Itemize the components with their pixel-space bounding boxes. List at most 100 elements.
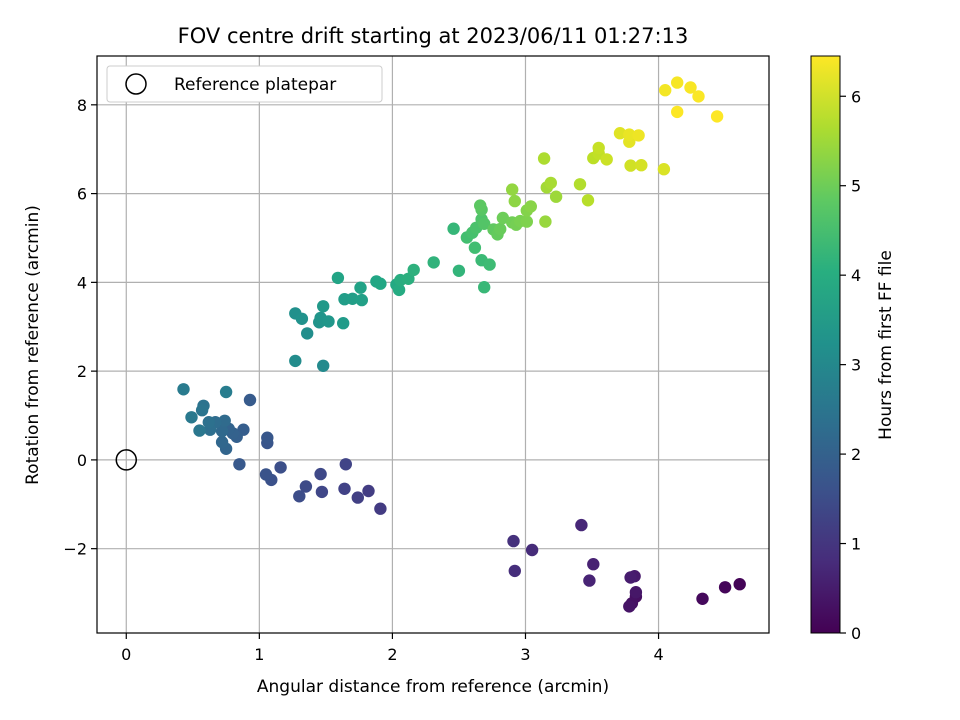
colorbar-tick-label: 0	[851, 624, 861, 643]
data-point	[659, 84, 672, 97]
data-point	[671, 76, 684, 89]
data-point	[299, 480, 313, 493]
data-point	[346, 292, 359, 305]
data-point	[447, 222, 460, 235]
legend-box	[106, 65, 383, 103]
colorbar-tick-label: 4	[851, 266, 861, 285]
data-point	[478, 281, 491, 294]
data-point	[508, 194, 521, 208]
data-point	[355, 293, 368, 307]
data-point	[624, 159, 637, 172]
data-point	[219, 385, 233, 399]
data-point	[624, 571, 637, 584]
colorbar-tick-label: 2	[851, 445, 861, 464]
data-point	[692, 90, 705, 103]
data-point	[392, 283, 406, 297]
reference-marker-group	[115, 449, 138, 471]
y-tick-label: 6	[77, 185, 87, 204]
data-point	[494, 222, 507, 236]
data-point	[295, 312, 309, 325]
x-tick-label: 3	[520, 645, 530, 664]
data-point	[657, 163, 671, 176]
data-point	[468, 241, 482, 254]
data-point	[632, 129, 645, 142]
x-tick-label: 4	[653, 645, 663, 664]
colorbar-tick-label: 3	[851, 356, 861, 375]
colorbar-ticks: 0 1 2 3 4 5 6	[840, 87, 861, 643]
data-point	[331, 271, 345, 285]
data-point	[583, 574, 596, 587]
data-point	[592, 141, 605, 155]
data-point	[362, 484, 375, 498]
data-point	[524, 200, 537, 213]
legend: Reference platepar	[106, 65, 383, 103]
data-point	[623, 128, 636, 141]
data-point	[317, 300, 330, 313]
y-tick-label: 8	[77, 96, 87, 115]
reference-platepar-marker	[115, 449, 138, 471]
data-point	[317, 359, 330, 372]
data-point	[193, 424, 206, 437]
data-point	[259, 468, 273, 481]
plot-frame	[96, 55, 770, 634]
data-point	[600, 153, 613, 166]
data-point	[315, 485, 329, 499]
data-point	[274, 461, 287, 474]
x-tick-label: 0	[121, 645, 131, 664]
data-point	[537, 152, 551, 165]
data-point	[402, 272, 415, 285]
data-point	[351, 491, 364, 504]
data-point	[506, 183, 519, 196]
data-point	[587, 558, 600, 571]
data-point	[452, 264, 466, 277]
data-point	[407, 263, 420, 277]
data-point	[718, 581, 732, 594]
data-point	[215, 435, 229, 449]
chart-title: FOV centre drift starting at 2023/06/11 …	[178, 24, 689, 48]
data-point	[483, 258, 496, 271]
y-axis-label: Rotation from reference (arcmin)	[23, 205, 43, 485]
colorbar	[810, 55, 841, 634]
y-tick-label: 4	[77, 273, 87, 292]
colorbar-tick-label: 1	[851, 535, 861, 554]
data-point	[474, 199, 487, 212]
data-point	[374, 502, 387, 515]
legend-entry-reference: Reference platepar	[174, 75, 336, 95]
data-point	[374, 277, 387, 290]
data-points	[177, 76, 746, 613]
data-point	[215, 424, 229, 438]
data-point	[629, 586, 643, 599]
data-point	[520, 215, 533, 228]
x-tick-label: 1	[254, 645, 264, 664]
data-point	[195, 404, 209, 417]
data-point	[696, 592, 709, 605]
data-point	[549, 190, 563, 203]
data-point	[496, 211, 510, 225]
x-axis-ticks: 0 1 2 3 4	[121, 633, 664, 664]
data-point	[261, 431, 274, 444]
legend-reference-marker	[125, 73, 147, 95]
data-point	[635, 159, 648, 172]
data-point	[289, 354, 302, 368]
grid-lines	[97, 56, 769, 633]
data-point	[177, 383, 190, 396]
y-tick-label: −2	[63, 540, 87, 559]
data-point	[613, 127, 627, 140]
data-point	[322, 315, 335, 328]
data-point	[581, 194, 595, 207]
colorbar-tick-label: 5	[851, 177, 861, 196]
data-point	[507, 534, 520, 548]
data-point	[427, 256, 440, 269]
data-point	[293, 490, 306, 503]
data-point	[314, 467, 327, 481]
colorbar-tick-label: 6	[851, 87, 861, 106]
data-point	[733, 578, 746, 591]
data-point	[338, 482, 351, 495]
y-tick-label: 0	[77, 451, 87, 470]
data-point	[525, 543, 539, 557]
x-axis-label: Angular distance from reference (arcmin)	[257, 677, 609, 697]
data-point	[671, 105, 684, 119]
data-point	[202, 416, 215, 429]
data-point	[539, 215, 552, 228]
